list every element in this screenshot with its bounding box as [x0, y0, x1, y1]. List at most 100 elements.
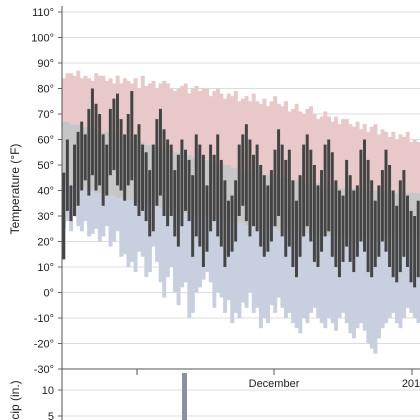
record-high-bar — [309, 106, 313, 183]
record-high-bar — [144, 85, 149, 145]
actual-temp-bar — [252, 154, 256, 227]
record-low-bar — [208, 218, 213, 283]
actual-temp-bar — [198, 144, 202, 247]
record-low-bar — [169, 210, 174, 267]
actual-temp-bar — [269, 170, 273, 242]
record-low-bar — [162, 208, 167, 298]
temp-tick-label: 110° — [32, 7, 54, 19]
record-high-bar — [223, 98, 228, 165]
record-low-bar — [269, 228, 274, 306]
actual-temp-bar — [277, 129, 281, 216]
record-high-bar — [283, 101, 288, 178]
actual-temp-bar — [87, 108, 91, 196]
actual-temp-bar — [266, 185, 270, 252]
record-high-bar — [126, 80, 131, 140]
record-low-bar — [133, 200, 138, 273]
record-high-bar — [405, 131, 410, 194]
record-high-bar — [176, 88, 181, 153]
record-low-bar — [402, 238, 407, 318]
precip-bar — [182, 373, 187, 420]
actual-temp-bar — [141, 144, 145, 211]
actual-temp-bar — [287, 149, 291, 247]
actual-temp-bar — [391, 190, 395, 278]
actual-temp-bar — [94, 103, 98, 191]
record-high-bar — [119, 83, 124, 137]
record-high-bar — [337, 124, 342, 188]
record-high-bar — [169, 88, 174, 150]
record-low-bar — [83, 190, 88, 222]
record-high-bar — [140, 75, 145, 143]
actual-temp-bar — [262, 175, 266, 257]
record-low-bar — [283, 231, 288, 318]
record-high-bar — [69, 73, 74, 125]
record-low-bar — [233, 223, 238, 313]
record-high-bar — [312, 114, 317, 183]
record-high-bar — [137, 88, 142, 143]
record-low-bar — [140, 203, 145, 257]
record-low-bar — [301, 233, 306, 318]
actual-temp-bar — [352, 190, 356, 273]
temp-tick-label: 80° — [37, 84, 54, 96]
record-low-bar — [219, 221, 224, 298]
record-high-bar — [266, 106, 271, 176]
record-high-bar — [194, 85, 199, 158]
record-high-bar — [180, 85, 185, 155]
record-low-bar — [112, 195, 117, 242]
actual-temp-bar — [237, 144, 241, 216]
actual-temp-bar — [98, 114, 102, 186]
normal-range-bar — [226, 165, 231, 222]
record-low-bar — [280, 231, 285, 308]
actual-temp-bar — [377, 185, 381, 257]
actual-temp-bar — [123, 134, 127, 201]
record-high-bar — [394, 139, 399, 194]
record-low-bar — [137, 203, 142, 252]
record-low-bar — [248, 226, 253, 293]
actual-temp-bar — [158, 108, 162, 196]
actual-temp-bar — [133, 134, 137, 206]
actual-temp-bar — [209, 144, 213, 232]
actual-temp-bar — [148, 170, 152, 237]
actual-temp-bar — [155, 119, 159, 206]
record-low-bar — [330, 236, 335, 324]
record-low-bar — [87, 190, 92, 237]
record-high-bar — [233, 91, 238, 168]
record-low-bar — [94, 193, 99, 229]
actual-temp-bar — [194, 134, 198, 237]
record-low-bar — [305, 233, 310, 324]
record-high-bar — [133, 78, 138, 140]
record-high-bar — [201, 88, 206, 160]
temp-tick-label: -10° — [34, 313, 54, 325]
record-high-bar — [409, 142, 414, 194]
record-high-bar — [416, 142, 420, 194]
record-low-bar — [309, 233, 313, 313]
record-low-bar — [326, 236, 331, 318]
record-high-bar — [298, 111, 303, 181]
record-low-bar — [115, 198, 120, 232]
record-low-bar — [144, 203, 149, 278]
actual-temp-bar — [284, 159, 288, 257]
actual-temp-bar — [73, 144, 77, 216]
record-low-bar — [262, 228, 267, 318]
actual-temp-bar — [363, 139, 366, 252]
record-low-bar — [294, 231, 299, 329]
record-high-bar — [187, 93, 192, 155]
record-low-bar — [97, 193, 102, 242]
record-high-bar — [219, 93, 224, 165]
x-tick-label: 201 — [402, 378, 420, 390]
actual-temp-bar — [330, 152, 334, 257]
record-high-bar — [351, 126, 356, 188]
record-low-bar — [255, 226, 260, 308]
actual-temp-bar — [173, 170, 177, 237]
record-low-bar — [230, 223, 235, 324]
actual-temp-bar — [416, 200, 420, 278]
temperature-axis-title: Temperature (°F) — [8, 144, 22, 235]
actual-temp-bar — [327, 139, 331, 232]
record-low-bar — [241, 223, 245, 303]
temp-tick-label: -20° — [34, 339, 54, 351]
record-high-bar — [72, 75, 77, 125]
record-high-bar — [87, 78, 92, 127]
actual-temp-bar — [137, 124, 141, 216]
record-high-bar — [83, 75, 88, 127]
actual-temp-bar — [219, 159, 223, 247]
